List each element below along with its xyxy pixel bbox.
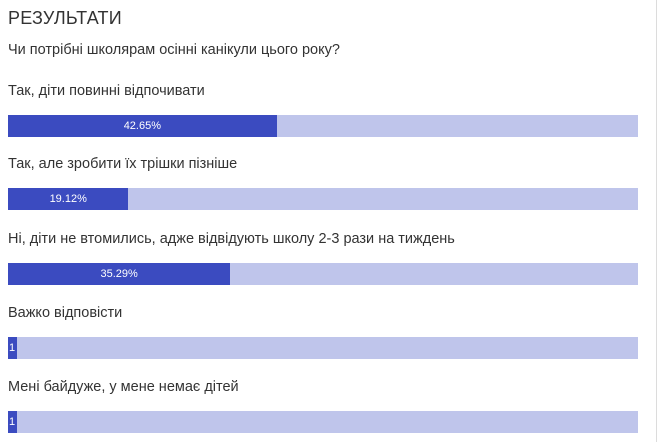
result-bar-track: 19.12% [8, 188, 638, 210]
option-label: Важко відповісти [8, 305, 123, 321]
result-bar-fill: 42.65% [8, 115, 277, 137]
result-percentage: 19.12% [49, 193, 87, 205]
result-percentage: 42.65% [123, 120, 161, 132]
result-percentage: 35.29% [100, 268, 138, 280]
result-bar-track: 1 [8, 337, 638, 359]
option-label: Так, але зробити їх трішки пізніше [8, 156, 238, 172]
result-bar-fill: 19.12% [8, 188, 129, 210]
result-bar-track: 1 [8, 411, 638, 433]
panel-right-border [656, 0, 657, 442]
option-label: Мені байдуже, у мене немає дітей [8, 379, 239, 395]
results-header: РЕЗУЛЬТАТИ [8, 8, 122, 28]
result-bar-fill: 35.29% [8, 263, 231, 285]
result-bar-track: 42.65% [8, 115, 638, 137]
result-percentage: 1 [9, 416, 16, 428]
poll-question: Чи потрібні школярам осінні канікули цьо… [8, 42, 340, 58]
result-bar-track: 35.29% [8, 263, 638, 285]
option-label: Ні, діти не втомились, адже відвідують ш… [8, 231, 455, 247]
result-percentage: 1 [9, 342, 16, 354]
result-bar-fill: 1 [8, 411, 18, 433]
option-label: Так, діти повинні відпочивати [8, 83, 205, 99]
result-bar-fill: 1 [8, 337, 18, 359]
